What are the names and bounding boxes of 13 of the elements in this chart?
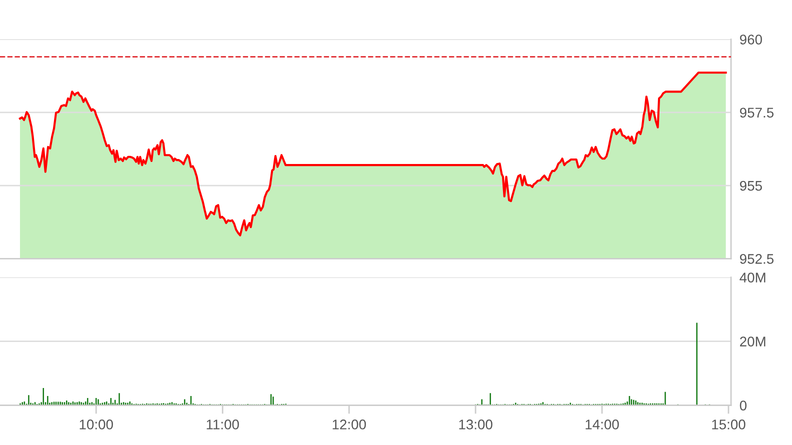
- x-tick-label: 14:00: [586, 420, 619, 430]
- y-tick-label: 952.5: [740, 254, 774, 264]
- y-tick-label: 40M: [740, 272, 766, 282]
- y-tick-label: 0: [740, 400, 747, 410]
- y-tick-label: 960: [740, 34, 762, 44]
- x-tick-label: 10:00: [80, 420, 113, 430]
- x-tick-label: 13:00: [459, 420, 492, 430]
- x-tick-label: 11:00: [206, 420, 239, 430]
- x-tick-label: 12:00: [332, 420, 366, 430]
- y-tick-label: 955: [740, 180, 762, 191]
- y-tick-label: 20M: [740, 336, 766, 346]
- x-tick-label: 15:00: [712, 420, 746, 430]
- y-tick-label: 957.5: [740, 108, 774, 118]
